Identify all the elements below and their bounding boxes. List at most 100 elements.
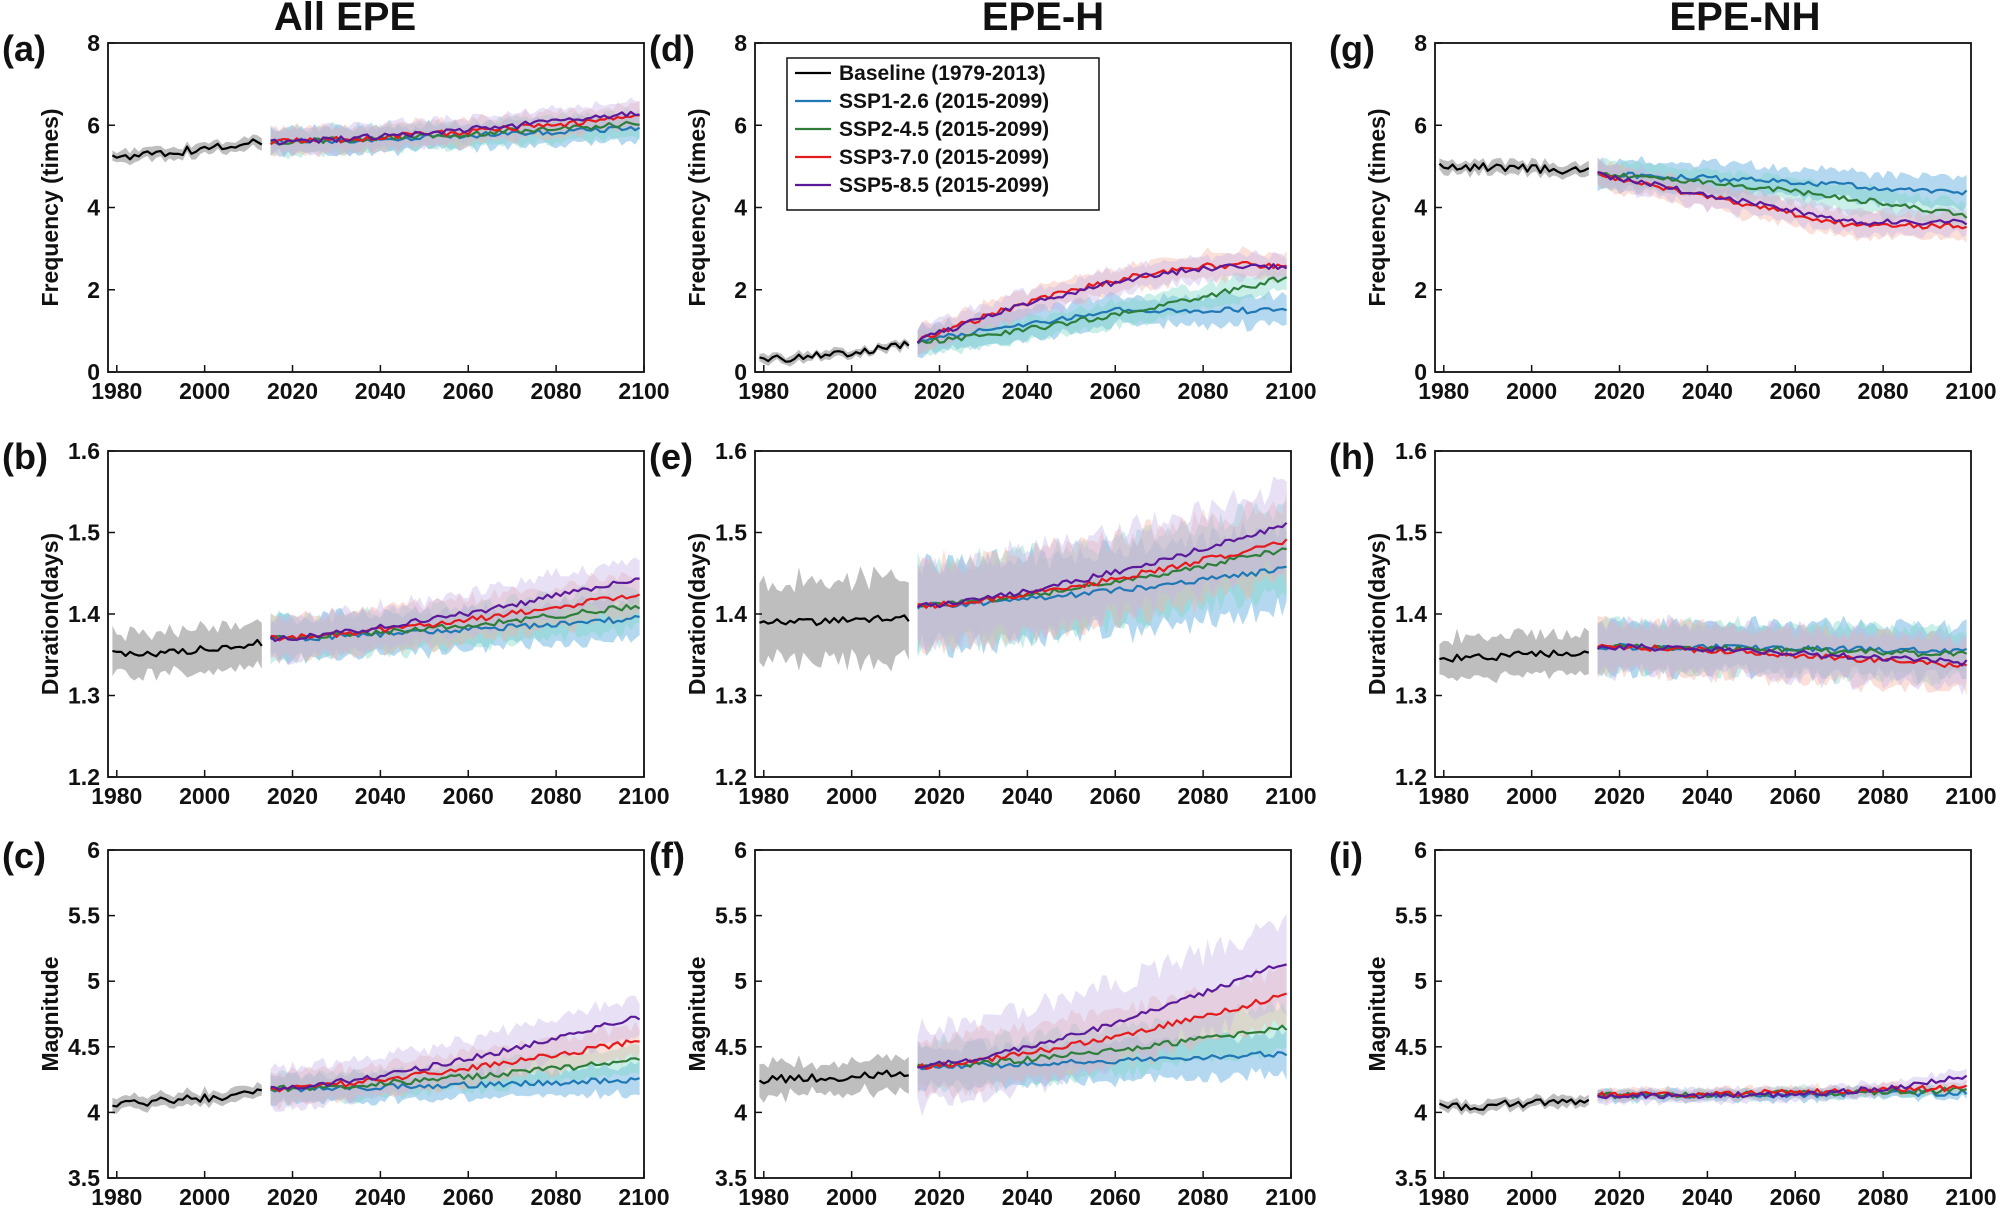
y-tick-label: 1.6 (1395, 438, 1427, 464)
series-line-ssp370 (1596, 171, 1967, 230)
plot-area (1438, 1068, 1968, 1116)
y-tick-label: 2 (734, 277, 747, 303)
y-tick-label: 6 (1414, 837, 1427, 863)
axes-frame (107, 849, 645, 1179)
plot-area (111, 97, 641, 166)
y-tick-label: 1.2 (68, 764, 100, 790)
column-title-epe-nh: EPE-NH (1669, 0, 1820, 39)
y-tick-label: 8 (1414, 30, 1427, 56)
x-tick-label: 1980 (738, 783, 789, 809)
x-tick-label: 1980 (1418, 378, 1469, 404)
band-baseline (112, 1082, 262, 1114)
y-tick-label: 5.5 (1395, 903, 1427, 929)
x-tick-label: 2060 (1090, 1184, 1141, 1210)
y-axis-label: Duration(days) (684, 533, 710, 695)
y-tick-label: 1.3 (68, 683, 100, 709)
band-ssp585 (917, 476, 1287, 652)
x-tick-label: 2000 (179, 1184, 230, 1210)
band-baseline (112, 134, 262, 166)
x-tick-label: 2040 (1682, 783, 1733, 809)
x-tick-label: 1980 (91, 1184, 142, 1210)
band-ssp585 (1597, 157, 1967, 239)
x-tick-label: 2100 (1945, 378, 1996, 404)
y-tick-label: 5 (734, 968, 747, 994)
band-baseline (1439, 627, 1589, 684)
band-ssp126 (1597, 155, 1967, 211)
panel-label: (a) (2, 28, 46, 69)
y-tick-label: 3.5 (1395, 1165, 1427, 1191)
y-tick-label: 5 (87, 968, 100, 994)
y-tick-label: 4.5 (715, 1034, 747, 1060)
plot-area (1438, 155, 1968, 243)
x-tick-label: 2040 (1002, 1184, 1053, 1210)
series-line-ssp245 (917, 1024, 1288, 1068)
x-tick-label: 2020 (914, 378, 965, 404)
y-tick-label: 3.5 (715, 1165, 747, 1191)
x-tick-label: 2020 (267, 1184, 318, 1210)
panel-f: 1980 2000 2020 2040 2060 2080 2100 3.5 4 4.5 5 5.5 6… (649, 835, 1317, 1210)
x-tick-label: 2060 (1090, 378, 1141, 404)
x-tick-label: 2020 (1594, 378, 1645, 404)
band-ssp126 (270, 593, 640, 666)
y-tick-label: 4 (1414, 1099, 1427, 1125)
x-tick-label: 2060 (1770, 783, 1821, 809)
y-tick-label: 6 (87, 112, 100, 138)
x-tick-label: 2080 (531, 378, 582, 404)
x-tick-label: 2060 (443, 378, 494, 404)
x-tick-label: 1980 (738, 1184, 789, 1210)
y-tick-label: 1.6 (715, 438, 747, 464)
x-tick-label: 2020 (914, 783, 965, 809)
x-tick-label: 2000 (1506, 378, 1557, 404)
axes-frame (1434, 849, 1972, 1179)
legend-box (786, 57, 1100, 211)
series-line-baseline (759, 614, 910, 627)
x-tick-label: 2100 (618, 378, 669, 404)
y-tick-label: 4 (87, 195, 100, 221)
x-tick-label: 2060 (1770, 1184, 1821, 1210)
series-line-baseline (111, 138, 263, 161)
x-tick-label: 2100 (618, 783, 669, 809)
y-tick-label: 1.3 (715, 683, 747, 709)
x-tick-label: 2080 (1178, 378, 1229, 404)
band-ssp370 (917, 246, 1287, 355)
plot-area (1439, 614, 1968, 696)
panel-label: (b) (2, 436, 48, 477)
band-ssp370 (1597, 158, 1967, 243)
series-line-ssp126 (270, 1077, 640, 1093)
series-line-baseline (759, 340, 910, 363)
series-line-ssp245 (269, 1057, 640, 1093)
plot-area (112, 995, 641, 1114)
y-axis-label: Frequency (times) (684, 108, 710, 306)
y-tick-label: 0 (734, 359, 747, 385)
x-tick-label: 2060 (1090, 783, 1141, 809)
x-tick-label: 2080 (531, 1184, 582, 1210)
legend-label-ssp126: SSP1-2.6 (2015-2099) (839, 90, 1049, 113)
y-tick-label: 5.5 (68, 903, 100, 929)
y-axis-label: Frequency (times) (37, 108, 63, 306)
x-tick-label: 2080 (531, 783, 582, 809)
x-tick-label: 2040 (355, 1184, 406, 1210)
series-line-baseline (1439, 649, 1590, 663)
plot-area (112, 557, 641, 681)
y-tick-label: 1.4 (68, 601, 100, 627)
axes-frame (754, 849, 1292, 1179)
band-ssp245 (1597, 157, 1967, 229)
y-tick-label: 1.3 (1395, 683, 1427, 709)
series-line-ssp245 (1597, 171, 1968, 219)
y-tick-label: 1.4 (715, 601, 747, 627)
band-ssp126 (917, 289, 1287, 359)
panel-e: 1980 2000 2020 2040 2060 2080 2100 1.2 1.3 1.4 1.5… (649, 436, 1317, 809)
x-tick-label: 2100 (1945, 783, 1996, 809)
y-tick-label: 0 (87, 359, 100, 385)
y-tick-label: 1.5 (1395, 520, 1427, 546)
x-tick-label: 1980 (1418, 783, 1469, 809)
series-line-ssp585 (1597, 170, 1968, 226)
y-tick-label: 4.5 (1395, 1034, 1427, 1060)
series-line-baseline (758, 1069, 909, 1085)
x-tick-label: 2000 (826, 378, 877, 404)
x-tick-label: 1980 (738, 378, 789, 404)
y-tick-label: 6 (1414, 112, 1427, 138)
series-line-ssp585 (916, 263, 1288, 344)
y-tick-label: 1.2 (715, 764, 747, 790)
panel-label: (g) (1329, 28, 1375, 69)
